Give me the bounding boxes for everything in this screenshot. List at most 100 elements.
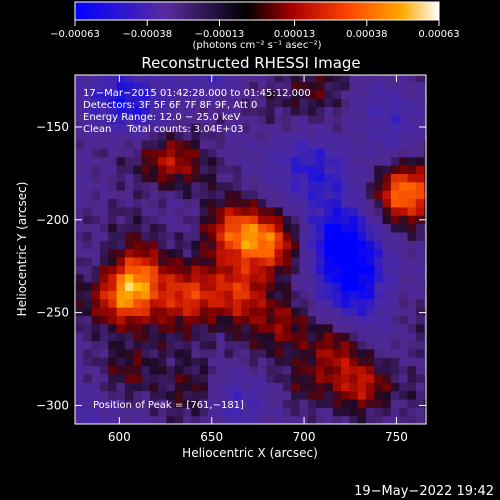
heatmap-cell: [224, 265, 234, 275]
heatmap-cell: [291, 256, 301, 266]
heatmap-cell: [166, 273, 176, 283]
heatmap-cell: [332, 373, 342, 383]
heatmap-cell: [249, 415, 259, 424]
heatmap-cell: [316, 165, 325, 174]
heatmap-cell: [257, 81, 267, 91]
heatmap-cell: [133, 348, 143, 358]
heatmap-cell: [424, 307, 426, 316]
heatmap-cell: [357, 407, 367, 417]
heatmap-cell: [282, 81, 292, 91]
heatmap-cell: [341, 89, 350, 99]
heatmap-cell: [282, 240, 292, 250]
heatmap-cell: [390, 323, 400, 333]
heatmap-cell: [382, 365, 392, 375]
heatmap-cell: [332, 298, 342, 308]
heatmap-cell: [316, 256, 325, 266]
heatmap-cell: [224, 332, 234, 342]
heatmap-cell: [166, 75, 176, 83]
heatmap-cell: [108, 223, 118, 233]
heatmap-cell: [374, 206, 384, 216]
heatmap-cell: [274, 231, 284, 241]
heatmap-cell: [424, 265, 426, 275]
heatmap-cell: [274, 156, 284, 166]
heatmap-cell: [99, 156, 109, 166]
heatmap-cell: [324, 181, 334, 191]
heatmap-cell: [291, 365, 301, 375]
heatmap-cell: [316, 390, 325, 400]
heatmap-cell: [324, 173, 334, 183]
heatmap-cell: [349, 123, 359, 133]
heatmap-cell: [166, 265, 176, 275]
heatmap-cell: [116, 323, 126, 333]
heatmap-cell: [124, 231, 134, 241]
heatmap-cell: [257, 89, 267, 99]
heatmap-cell: [166, 248, 176, 258]
heatmap-cell: [183, 357, 192, 367]
heatmap-cell: [374, 98, 384, 108]
heatmap-cell: [332, 265, 342, 275]
heatmap-cell: [91, 332, 101, 342]
heatmap-cell: [75, 123, 84, 133]
heatmap-cell: [299, 357, 309, 367]
heatmap-cell: [257, 332, 267, 342]
heatmap-cell: [183, 382, 192, 392]
heatmap-cell: [407, 265, 417, 275]
heatmap-cell: [116, 156, 126, 166]
heatmap-cell: [407, 398, 417, 408]
heatmap-cell: [241, 106, 251, 116]
heatmap-cell: [307, 390, 317, 400]
heatmap-cell: [291, 215, 301, 225]
heatmap-cell: [124, 340, 134, 350]
heatmap-cell: [299, 281, 309, 291]
heatmap-cell: [191, 198, 201, 208]
heatmap-cell: [324, 357, 334, 367]
heatmap-cell: [266, 332, 276, 342]
heatmap-cell: [191, 307, 201, 316]
heatmap-cell: [232, 290, 242, 300]
heatmap-cell: [199, 265, 209, 275]
heatmap-cell: [199, 315, 209, 325]
heatmap-cell: [191, 173, 201, 183]
heatmap-cell: [208, 223, 217, 233]
heatmap-cell: [282, 223, 292, 233]
heatmap-cell: [415, 398, 425, 408]
heatmap-cell: [116, 340, 126, 350]
heatmap-cell: [282, 415, 292, 424]
heatmap-cell: [183, 215, 192, 225]
heatmap-cell: [141, 173, 151, 183]
heatmap-cell: [124, 323, 134, 333]
heatmap-cell: [382, 265, 392, 275]
heatmap-cell: [365, 332, 375, 342]
heatmap-cell: [332, 332, 342, 342]
heatmap-cell: [174, 75, 184, 83]
heatmap-cell: [232, 131, 242, 141]
heatmap-cell: [341, 198, 350, 208]
colorbar-tick-label: 0.00063: [418, 29, 459, 40]
heatmap-cell: [166, 407, 176, 417]
heatmap-cell: [133, 332, 143, 342]
annotation-line: Detectors: 3F 5F 6F 7F 8F 9F, Att 0: [83, 100, 257, 111]
heatmap-cell: [149, 256, 159, 266]
heatmap-cell: [133, 106, 143, 116]
heatmap-cell: [75, 131, 84, 141]
heatmap-cell: [365, 357, 375, 367]
heatmap-cell: [316, 365, 325, 375]
heatmap-cell: [241, 373, 251, 383]
heatmap-cell: [199, 298, 209, 308]
heatmap-cell: [349, 114, 359, 124]
heatmap-cell: [149, 75, 159, 83]
heatmap-cell: [415, 198, 425, 208]
heatmap-cell: [365, 382, 375, 392]
heatmap-cell: [216, 215, 226, 225]
heatmap-cell: [257, 98, 267, 108]
heatmap-cell: [216, 131, 226, 141]
heatmap-cell: [390, 106, 400, 116]
heatmap-cell: [83, 156, 93, 166]
heatmap-cell: [249, 382, 259, 392]
heatmap-cell: [374, 290, 384, 300]
heatmap-cell: [307, 75, 317, 83]
heatmap-cell: [274, 165, 284, 174]
heatmap-cell: [324, 415, 334, 424]
heatmap-cell: [424, 365, 426, 375]
heatmap-cell: [149, 357, 159, 367]
